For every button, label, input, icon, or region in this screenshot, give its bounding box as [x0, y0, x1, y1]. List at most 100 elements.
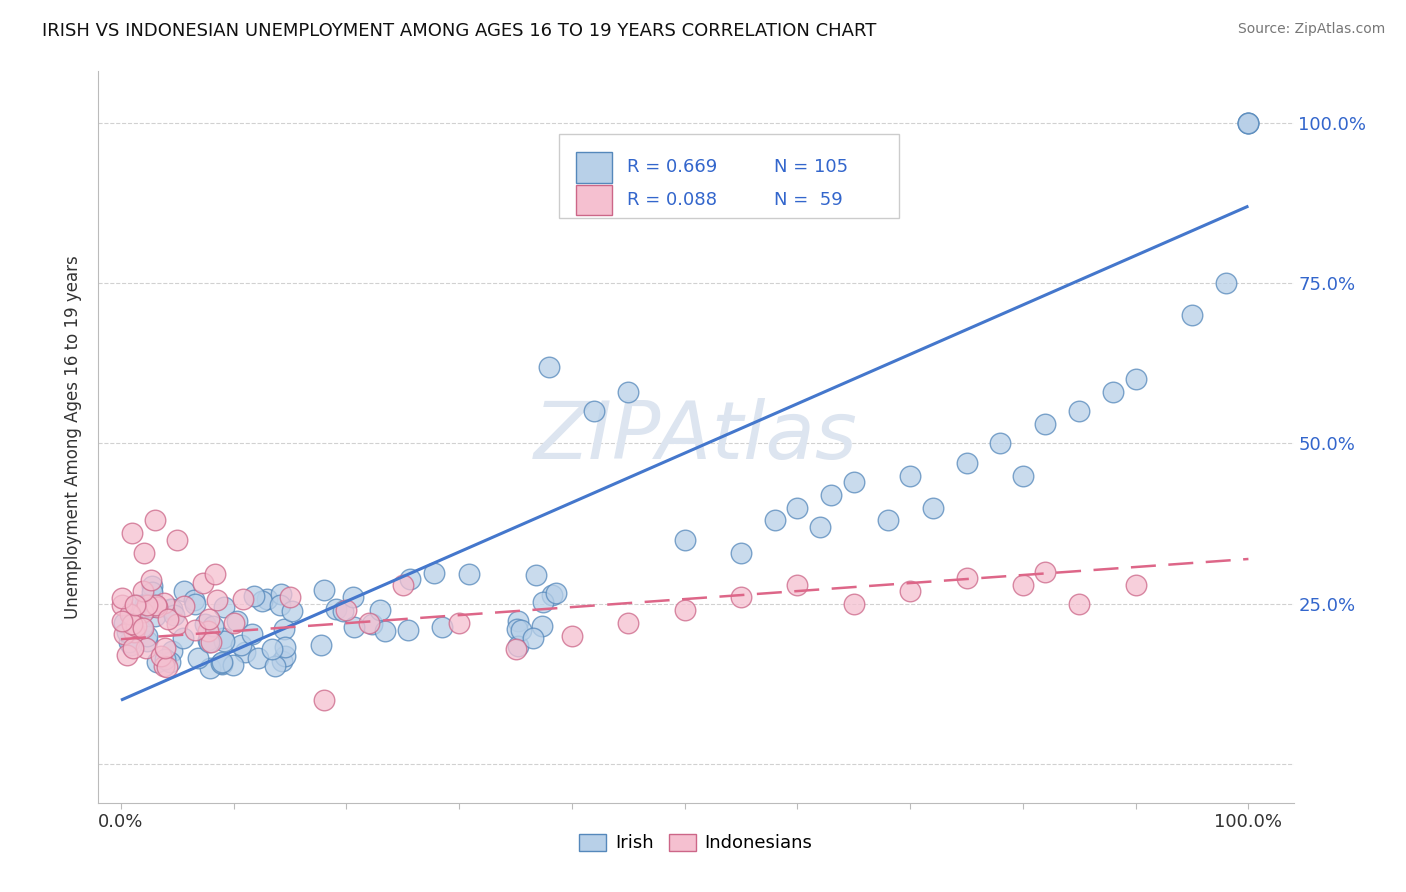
Point — [1035, 565, 1057, 579]
Point — [531, 595, 554, 609]
Point — [673, 533, 696, 547]
Point — [229, 638, 252, 652]
Point — [141, 579, 163, 593]
Point — [1069, 597, 1091, 611]
Point — [270, 654, 292, 668]
Point — [1237, 116, 1260, 130]
Point — [312, 583, 335, 598]
Point — [278, 591, 301, 605]
Point — [146, 655, 169, 669]
Point — [145, 598, 167, 612]
Point — [209, 656, 232, 670]
Point — [132, 545, 155, 559]
Point — [211, 655, 233, 669]
Point — [538, 359, 561, 374]
Point — [200, 634, 222, 648]
Point — [955, 571, 977, 585]
Point — [214, 600, 236, 615]
Point — [198, 660, 221, 674]
Point — [153, 596, 176, 610]
Point — [120, 639, 142, 653]
Point — [153, 641, 176, 656]
Point — [222, 658, 245, 673]
Point — [115, 648, 138, 662]
Point — [162, 644, 184, 658]
Point — [204, 566, 226, 581]
Point — [396, 623, 419, 637]
Point — [136, 634, 159, 648]
Text: N =  59: N = 59 — [773, 191, 842, 209]
Point — [1125, 577, 1147, 591]
Point — [274, 649, 297, 664]
Point — [112, 626, 135, 640]
Point — [1181, 308, 1204, 322]
Point — [197, 633, 219, 648]
Point — [392, 577, 415, 591]
Point — [232, 591, 254, 606]
Point — [240, 627, 263, 641]
Point — [457, 566, 479, 581]
Point — [955, 456, 977, 470]
Point — [166, 616, 188, 631]
Point — [202, 618, 225, 632]
Point — [617, 385, 640, 400]
Text: IRISH VS INDONESIAN UNEMPLOYMENT AMONG AGES 16 TO 19 YEARS CORRELATION CHART: IRISH VS INDONESIAN UNEMPLOYMENT AMONG A… — [42, 22, 876, 40]
Point — [842, 597, 865, 611]
Point — [127, 598, 149, 612]
Point — [522, 631, 544, 645]
Point — [159, 655, 181, 669]
Point — [842, 475, 865, 489]
Point — [166, 533, 188, 547]
Point — [673, 603, 696, 617]
Point — [141, 585, 163, 599]
Point — [368, 603, 391, 617]
Point — [509, 624, 531, 638]
Point — [360, 616, 382, 631]
Point — [222, 616, 245, 631]
Point — [139, 600, 162, 615]
Point — [121, 640, 143, 655]
Point — [136, 599, 159, 613]
Point — [156, 611, 179, 625]
Point — [617, 616, 640, 631]
Point — [524, 567, 547, 582]
Point — [114, 615, 136, 630]
Point — [786, 500, 808, 515]
Point — [115, 625, 138, 640]
Point — [335, 603, 357, 617]
Point — [143, 514, 166, 528]
Point — [197, 624, 219, 638]
Point — [211, 657, 233, 672]
Point — [120, 607, 142, 622]
Point — [583, 404, 606, 418]
Point — [530, 618, 553, 632]
Point — [146, 599, 169, 614]
Point — [149, 648, 172, 663]
Point — [173, 584, 195, 599]
Point — [342, 590, 364, 604]
Point — [173, 599, 195, 614]
Point — [159, 602, 181, 616]
Point — [136, 629, 159, 643]
Point — [808, 520, 831, 534]
Point — [163, 607, 186, 622]
Point — [187, 651, 209, 665]
Point — [194, 617, 217, 632]
Point — [1012, 577, 1035, 591]
Point — [125, 618, 148, 632]
Point — [343, 620, 366, 634]
Point — [198, 635, 221, 649]
Point — [141, 597, 163, 611]
FancyBboxPatch shape — [558, 134, 900, 218]
Point — [121, 526, 143, 541]
Legend: Irish, Indonesians: Irish, Indonesians — [572, 826, 820, 860]
Point — [1125, 372, 1147, 386]
Point — [207, 593, 229, 607]
Point — [132, 584, 155, 599]
Point — [1012, 468, 1035, 483]
Point — [281, 604, 304, 618]
Point — [374, 624, 396, 638]
Point — [786, 577, 808, 591]
Text: ZIPAtlas: ZIPAtlas — [534, 398, 858, 476]
Point — [262, 642, 284, 657]
